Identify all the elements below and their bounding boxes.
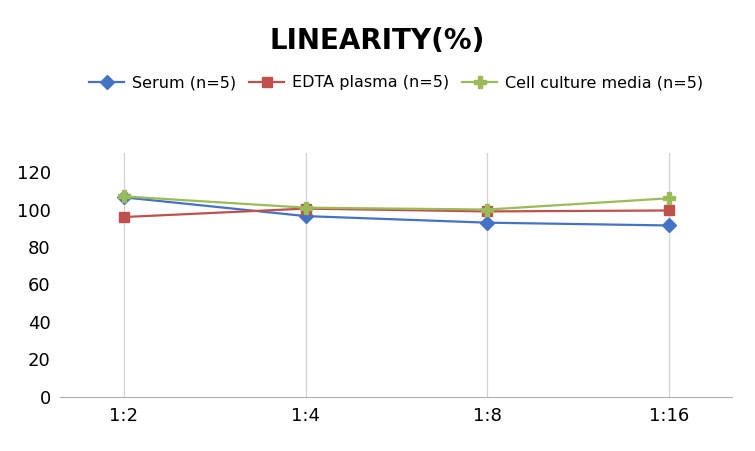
Text: LINEARITY(%): LINEARITY(%) bbox=[270, 27, 485, 55]
Cell culture media (n=5) bbox=[482, 207, 492, 212]
Serum (n=5) bbox=[119, 195, 128, 200]
Serum (n=5) bbox=[301, 213, 310, 219]
Line: Serum (n=5): Serum (n=5) bbox=[119, 193, 673, 230]
EDTA plasma (n=5) bbox=[664, 208, 673, 213]
Cell culture media (n=5) bbox=[664, 196, 673, 201]
EDTA plasma (n=5) bbox=[482, 209, 492, 214]
EDTA plasma (n=5) bbox=[301, 206, 310, 212]
Legend: Serum (n=5), EDTA plasma (n=5), Cell culture media (n=5): Serum (n=5), EDTA plasma (n=5), Cell cul… bbox=[83, 69, 710, 97]
Line: EDTA plasma (n=5): EDTA plasma (n=5) bbox=[119, 204, 673, 222]
EDTA plasma (n=5) bbox=[119, 214, 128, 220]
Serum (n=5) bbox=[664, 223, 673, 228]
Line: Cell culture media (n=5): Cell culture media (n=5) bbox=[119, 191, 674, 215]
Cell culture media (n=5) bbox=[119, 194, 128, 199]
Serum (n=5) bbox=[482, 220, 492, 226]
Cell culture media (n=5) bbox=[301, 205, 310, 210]
